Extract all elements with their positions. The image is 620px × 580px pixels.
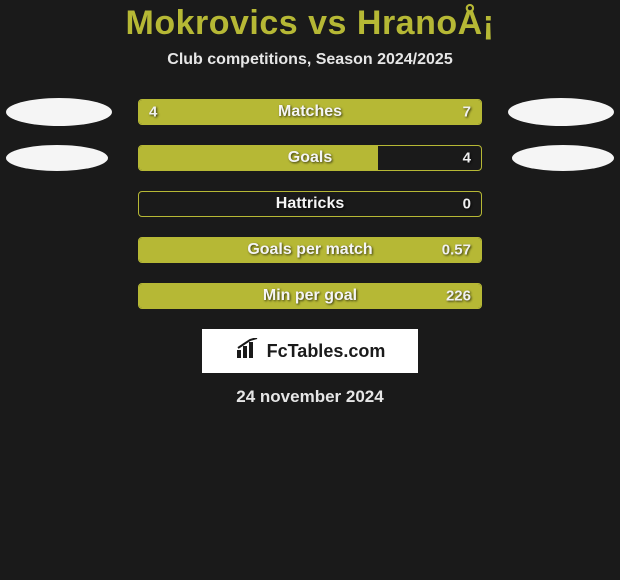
stat-bar-fill-right — [262, 100, 481, 124]
team-badge-right — [508, 98, 614, 126]
team-badge-left — [6, 98, 112, 126]
stat-value-right: 0 — [463, 196, 471, 213]
stat-bar-fill-left — [139, 146, 378, 170]
stat-bar: Min per goal226 — [138, 283, 482, 309]
stat-bar: Goals per match0.57 — [138, 237, 482, 263]
stat-bar: Goals4 — [138, 145, 482, 171]
stat-rows: Matches47 Goals4 Hattricks 0 Goals per match… — [0, 99, 620, 309]
stat-row: Goals4 — [0, 145, 620, 171]
brand-logo: FcTables.com — [202, 329, 418, 373]
page-subtitle: Club competitions, Season 2024/2025 — [0, 51, 620, 69]
stat-label: Hattricks — [276, 195, 344, 213]
page-title: Mokrovics vs HranoÅ¡ — [0, 4, 620, 43]
stat-bar: Matches47 — [138, 99, 482, 125]
stat-row: Goals per match0.57 — [0, 237, 620, 263]
stat-value-right: 4 — [463, 150, 471, 167]
stat-row: Hattricks 0 — [0, 191, 620, 217]
team-badge-left — [6, 145, 108, 171]
comparison-card: Mokrovics vs HranoÅ¡ Club competitions, … — [0, 0, 620, 580]
stat-bar-fill-left — [139, 100, 262, 124]
brand-logo-text: FcTables.com — [267, 341, 386, 362]
team-badge-right — [512, 145, 614, 171]
snapshot-date: 24 november 2024 — [0, 387, 620, 407]
bar-chart-icon — [235, 338, 261, 365]
stat-bar: Hattricks 0 — [138, 191, 482, 217]
stat-row: Matches47 — [0, 99, 620, 125]
stat-row: Min per goal226 — [0, 283, 620, 309]
stat-bar-fill-left — [139, 238, 481, 262]
stat-bar-fill-left — [139, 284, 481, 308]
